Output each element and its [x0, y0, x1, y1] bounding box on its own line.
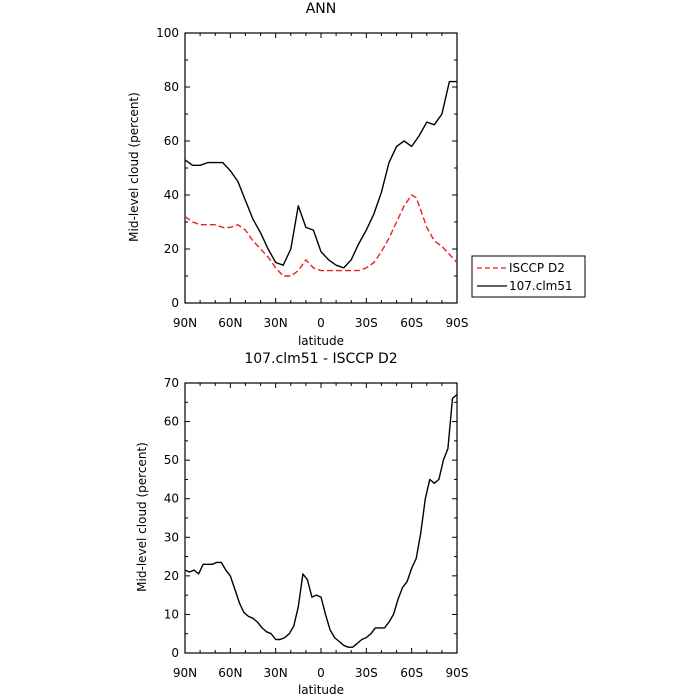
legend-label-model: 107.clm51: [509, 279, 573, 293]
panel-difference: 107.clm51 - ISCCP D2 0 10 20 30 40 50 60 70 90N…: [135, 351, 468, 697]
y-axis-label: Mid-level cloud (percent): [127, 92, 141, 242]
y-tick-labels: 0 20 40 60 80 100: [156, 26, 179, 310]
y-tick-label: 60: [164, 134, 179, 148]
y-tick-label: 70: [164, 376, 179, 390]
x-tick-label: 90N: [173, 666, 197, 680]
y-tick-label: 10: [164, 607, 179, 621]
y-tick-label: 60: [164, 415, 179, 429]
y-tick-label: 0: [171, 646, 179, 660]
x-tick-label: 90S: [446, 666, 469, 680]
x-tick-label: 30S: [355, 316, 378, 330]
legend: ISCCP D2 107.clm51: [471, 255, 586, 298]
y-axis-label: Mid-level cloud (percent): [135, 442, 149, 592]
minor-ticks: [185, 383, 457, 653]
x-axis-label: latitude: [298, 683, 344, 697]
x-tick-label: 0: [317, 316, 325, 330]
y-tick-label: 20: [164, 242, 179, 256]
legend-box: [471, 255, 586, 298]
x-tick-label: 90N: [173, 316, 197, 330]
x-tick-label: 0: [317, 666, 325, 680]
plot-frame: [184, 32, 458, 304]
x-tick-label: 30N: [264, 666, 288, 680]
x-axis-label: latitude: [298, 334, 344, 348]
x-tick-labels: 90N 60N 30N 0 30S 60S 90S: [173, 666, 469, 680]
y-tick-labels: 0 10 20 30 40 50 60 70: [164, 376, 179, 660]
plot-frame: [184, 382, 458, 654]
series-line-difference: [184, 394, 458, 648]
y-tick-label: 30: [164, 530, 179, 544]
x-tick-labels: 90N 60N 30N 0 30S 60S 90S: [173, 316, 469, 330]
x-tick-label: 30N: [264, 316, 288, 330]
x-tick-label: 60S: [400, 666, 423, 680]
x-tick-label: 90S: [446, 316, 469, 330]
x-tick-label: 60N: [218, 666, 242, 680]
legend-label-isccp: ISCCP D2: [509, 261, 565, 275]
y-tick-label: 40: [164, 492, 179, 506]
y-tick-label: 20: [164, 569, 179, 583]
x-tick-label: 60S: [400, 316, 423, 330]
y-tick-label: 100: [156, 26, 179, 40]
panel-title: ANN: [306, 1, 337, 17]
x-tick-label: 30S: [355, 666, 378, 680]
plot-area: [184, 382, 458, 654]
y-tick-label: 40: [164, 188, 179, 202]
y-tick-label: 0: [171, 296, 179, 310]
y-tick-label: 50: [164, 453, 179, 467]
minor-ticks: [185, 33, 457, 303]
panel-annual-mid-level-cloud: ANN 0 20 40 60 80 100 90N 60N 30N 0 30S 60S 90S lat…: [127, 1, 586, 348]
y-tick-label: 80: [164, 80, 179, 94]
series-line-isccp-d2: [184, 194, 458, 277]
series-line-107-clm51: [184, 80, 457, 269]
panel-title: 107.clm51 - ISCCP D2: [244, 351, 397, 367]
x-tick-label: 60N: [218, 316, 242, 330]
plot-area: [184, 32, 458, 304]
